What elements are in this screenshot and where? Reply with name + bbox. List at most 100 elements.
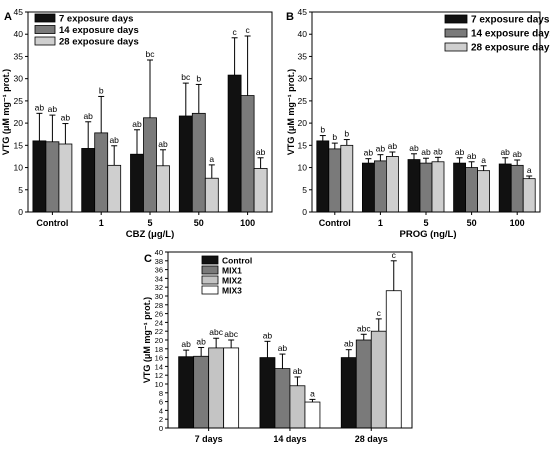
bar	[178, 115, 193, 213]
significance-letter: ab	[500, 147, 510, 157]
significance-letter: c	[392, 250, 397, 260]
bar	[304, 401, 321, 429]
y-tick-label: 40	[298, 29, 308, 39]
significance-letter: ab	[344, 339, 354, 349]
legend-swatch	[444, 14, 468, 24]
significance-letter: c	[377, 308, 382, 318]
panel-letter: A	[4, 11, 12, 23]
x-tick-label: 50	[467, 218, 477, 228]
x-axis-label: CBZ (μg/L)	[126, 229, 175, 240]
x-tick-label: Control	[319, 218, 351, 228]
bar	[156, 165, 170, 213]
y-tick-label: 6	[159, 398, 163, 407]
panel-letter: C	[144, 253, 152, 265]
y-tick-label: 30	[298, 74, 308, 84]
significance-letter: ab	[421, 147, 431, 157]
bar	[81, 148, 96, 213]
y-tick-label: 40	[14, 29, 24, 39]
bar	[419, 162, 433, 213]
significance-letter: ab	[467, 151, 477, 161]
significance-letter: a	[481, 155, 486, 165]
bar	[178, 356, 195, 429]
y-tick-label: 20	[155, 336, 163, 345]
significance-letter: a	[310, 388, 315, 398]
plot-frame	[27, 11, 273, 213]
bar	[259, 357, 276, 429]
legend-label: 14 exposure days	[59, 25, 139, 36]
significance-letter: abc	[209, 327, 223, 337]
significance-letter: ab	[293, 366, 303, 376]
y-tick-label: 14	[155, 362, 163, 371]
significance-letter: b	[196, 73, 201, 83]
significance-letter: ab	[83, 111, 93, 121]
significance-letter: ab	[109, 135, 119, 145]
significance-letter: ab	[256, 147, 266, 157]
y-tick-label: 25	[298, 96, 308, 106]
significance-letter: ab	[196, 336, 206, 346]
y-tick-label: 32	[155, 283, 163, 292]
significance-letter: ab	[61, 113, 71, 123]
significance-letter: abc	[357, 323, 371, 333]
bar	[340, 144, 354, 213]
y-tick-label: 36	[155, 266, 163, 275]
legend-label: 28 exposure days	[59, 37, 139, 48]
legend-swatch	[444, 42, 468, 52]
legend-label: MIX2	[222, 276, 242, 286]
y-tick-label: 10	[155, 380, 163, 389]
significance-letter: ab	[364, 148, 374, 158]
legend-swatch	[201, 285, 219, 295]
significance-letter: ab	[48, 104, 58, 114]
bar	[191, 112, 206, 213]
significance-letter: ab	[409, 143, 419, 153]
significance-letter: a	[209, 154, 214, 164]
bar	[130, 153, 144, 213]
y-tick-label: 5	[18, 185, 23, 195]
significance-letter: b	[344, 129, 349, 139]
bar	[45, 141, 60, 213]
legend-swatch	[34, 36, 56, 46]
x-tick-label: 7 days	[195, 434, 223, 444]
bar	[204, 177, 219, 213]
significance-letter: c	[245, 25, 250, 35]
x-tick-label: 50	[194, 218, 204, 228]
y-tick-label: 30	[155, 292, 163, 301]
y-tick-label: 15	[14, 140, 24, 150]
y-tick-label: 25	[14, 96, 24, 106]
significance-letter: abc	[224, 329, 238, 339]
bar	[361, 162, 375, 213]
bar	[465, 167, 479, 213]
y-axis-label: VTG (μM mg⁻¹ prot.)	[286, 69, 296, 155]
significance-letter: ab	[433, 146, 443, 156]
y-tick-label: 26	[155, 310, 163, 319]
x-tick-label: 28 days	[355, 434, 388, 444]
y-tick-label: 0	[302, 207, 307, 217]
y-tick-label: 20	[14, 118, 24, 128]
y-tick-label: 45	[14, 7, 24, 17]
y-tick-label: 38	[155, 257, 163, 266]
bar	[431, 161, 445, 213]
bar	[373, 160, 387, 213]
x-tick-label: 1	[378, 218, 383, 228]
legend-label: 28 exposure days	[471, 43, 550, 54]
y-tick-label: 20	[298, 118, 308, 128]
significance-letter: ab	[376, 144, 386, 154]
bar	[289, 385, 306, 429]
bar	[253, 168, 268, 213]
plot-frame	[167, 251, 413, 429]
bar	[510, 164, 524, 213]
bar	[94, 132, 109, 213]
legend-swatch	[201, 265, 219, 275]
x-tick-label: Control	[36, 218, 68, 228]
legend-swatch	[201, 275, 219, 285]
significance-letter: ab	[181, 339, 191, 349]
bar	[143, 117, 157, 213]
legend-swatch	[34, 13, 56, 23]
significance-letter: c	[232, 27, 237, 37]
bar	[407, 159, 421, 213]
legend-label: 7 exposure days	[471, 15, 550, 26]
bar	[498, 163, 512, 213]
y-tick-label: 12	[155, 371, 163, 380]
